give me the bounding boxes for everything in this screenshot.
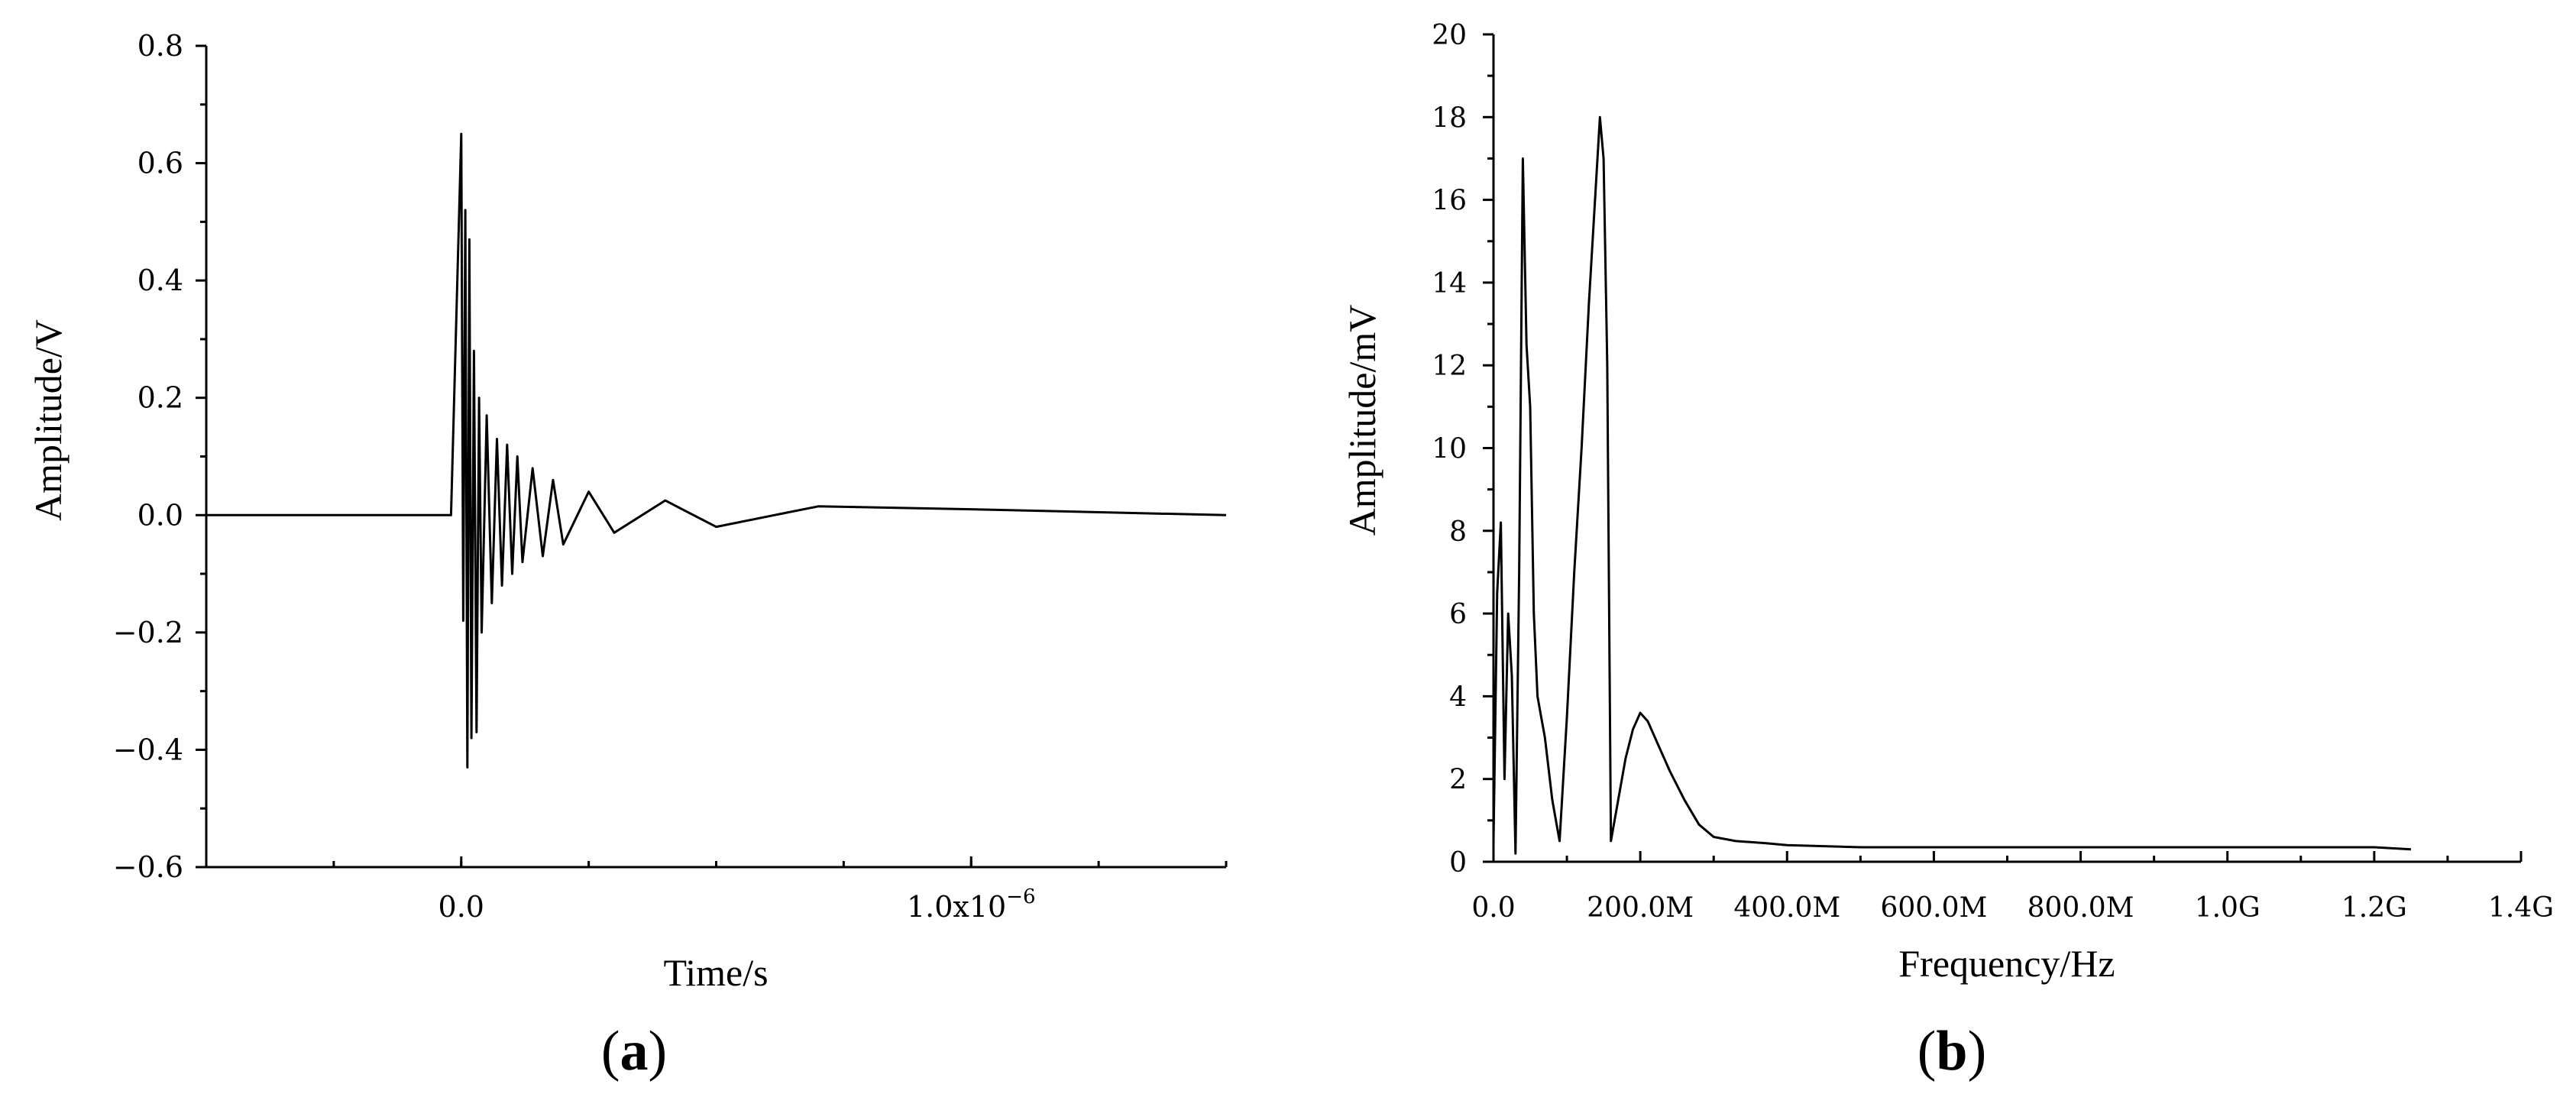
chart-a-y-axis-label: Amplitude/V (27, 319, 70, 521)
chart-b-y-tick-label: 14 (1432, 268, 1467, 299)
chart-b-panel-letter: b (1936, 1020, 1967, 1083)
chart-b-y-tick-label: 10 (1432, 434, 1467, 465)
chart-b-y-tick-label: 4 (1449, 681, 1467, 713)
chart-a-x-axis-label: Time/s (663, 951, 768, 994)
chart-b-x-tick-label: 1.2G (2341, 892, 2407, 924)
chart-a-y-tick-label: 0.8 (138, 29, 183, 63)
chart-b-x-tick-label: 200.0M (1587, 892, 1694, 924)
chart-b-panel-label: (b) (1917, 1020, 1986, 1083)
chart-a-series-line (206, 132, 1227, 769)
chart-b-x-tick-label: 400.0M (1733, 892, 1840, 924)
chart-a-panel-letter: a (620, 1020, 649, 1083)
chart-b-y-tick-label: 16 (1432, 186, 1467, 217)
chart-b-y-tick-label: 20 (1432, 20, 1467, 51)
chart-a-x-tick-label: 1.0x10−6 (907, 885, 1036, 924)
chart-a-y-tick-label: 0.6 (138, 147, 183, 180)
chart-b-y-tick-label: 0 (1449, 847, 1467, 879)
chart-b-x-tick-label: 600.0M (1880, 892, 1987, 924)
chart-b-x-tick-label: 0.0 (1471, 892, 1515, 924)
chart-b-x-tick-label: 1.0G (2195, 892, 2260, 924)
chart-b-y-tick-label: 2 (1449, 765, 1467, 796)
chart-b: 0 2 4 6 8 10 12 14 16 18 20 0.0 200.0M 400.0M 600.0M 8… (1341, 20, 2554, 1083)
chart-a: −0.6−0.4−0.20.00.20.40.60.8 0.0 1.0x10−6 … (27, 29, 1228, 1083)
chart-b-x-tick-label: 800.0M (2027, 892, 2134, 924)
chart-a-y-tick-label: −0.6 (113, 850, 183, 884)
chart-b-y-tick-label: 12 (1432, 351, 1467, 382)
chart-a-y-tick-label: 0.2 (138, 381, 183, 415)
chart-b-x-tick-label: 1.4G (2488, 892, 2554, 924)
chart-a-y-tick-label: −0.4 (113, 733, 183, 766)
chart-a-y-tick-label: 0.4 (138, 264, 183, 297)
chart-b-y-tick-label: 18 (1432, 102, 1467, 134)
chart-b-series-line (1492, 115, 2411, 855)
chart-a-x-tick-label: 0.0 (439, 890, 484, 924)
chart-a-y-tick-label: −0.2 (113, 616, 183, 649)
chart-a-panel-label: (a) (601, 1020, 667, 1083)
chart-b-y-tick-label: 6 (1449, 599, 1467, 630)
chart-b-y-axis-label: Amplitude/mV (1341, 305, 1383, 536)
chart-b-x-axis-label: Frequency/Hz (1898, 942, 2115, 985)
chart-b-y-tick-label: 8 (1449, 516, 1467, 548)
chart-a-y-tick-label: 0.0 (138, 498, 183, 532)
